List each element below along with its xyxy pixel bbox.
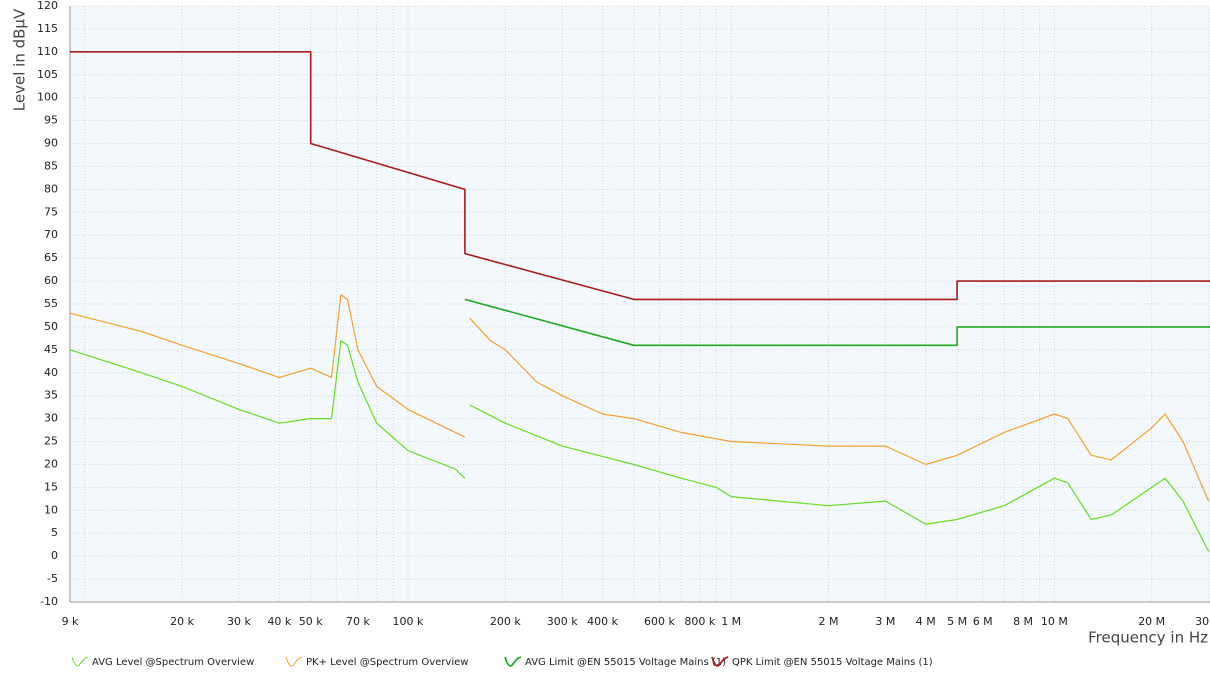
- y-tick-label: 30: [44, 412, 58, 425]
- x-tick-label: 400 k: [587, 615, 618, 628]
- x-tick-label: 5 M: [947, 615, 967, 628]
- legend-swatch: [504, 656, 522, 667]
- x-tick-label: 800 k: [684, 615, 715, 628]
- x-tick-label: 100 k: [393, 615, 424, 628]
- y-tick-label: 35: [44, 389, 58, 402]
- y-tick-label: 15: [44, 480, 58, 493]
- y-tick-label: 0: [51, 549, 58, 562]
- x-tick-label: 4 M: [916, 615, 936, 628]
- legend-swatch: [711, 656, 729, 667]
- x-tick-label: 9 k: [62, 615, 79, 628]
- y-tick-label: 40: [44, 366, 58, 379]
- x-tick-label: 20 k: [170, 615, 194, 628]
- y-tick-label: 45: [44, 343, 58, 356]
- x-tick-label: 70 k: [346, 615, 370, 628]
- x-tick-label: 30 k: [227, 615, 251, 628]
- y-tick-label: -10: [40, 595, 58, 608]
- y-tick-label: 65: [44, 251, 58, 264]
- x-tick-label: 20 M: [1138, 615, 1165, 628]
- y-tick-label: 80: [44, 182, 58, 195]
- legend-label: AVG Level @Spectrum Overview: [92, 657, 254, 668]
- x-tick-label: 40 k: [267, 615, 291, 628]
- x-tick-label: 1 M: [721, 615, 741, 628]
- y-tick-label: 60: [44, 274, 58, 287]
- y-tick-label: 115: [37, 22, 58, 35]
- x-axis-label: Frequency in Hz: [1088, 629, 1208, 647]
- y-tick-label: 100: [37, 91, 58, 104]
- legend-swatch: [285, 656, 303, 667]
- x-tick-label: 300 k: [547, 615, 578, 628]
- y-tick-label: -5: [47, 572, 58, 585]
- y-tick-label: 110: [37, 45, 58, 58]
- y-tick-label: 55: [44, 297, 58, 310]
- x-tick-label: 8 M: [1013, 615, 1033, 628]
- y-tick-label: 95: [44, 114, 58, 127]
- y-tick-label: 10: [44, 503, 58, 516]
- y-tick-label: 70: [44, 228, 58, 241]
- y-tick-label: 75: [44, 205, 58, 218]
- legend-label: QPK Limit @EN 55015 Voltage Mains (1): [732, 657, 933, 668]
- x-tick-label: 30 M: [1195, 615, 1210, 628]
- y-tick-label: 120: [37, 0, 58, 12]
- y-tick-label: 20: [44, 457, 58, 470]
- x-tick-label: 3 M: [875, 615, 895, 628]
- y-tick-label: 105: [37, 68, 58, 81]
- y-tick-label: 25: [44, 435, 58, 448]
- y-tick-label: 50: [44, 320, 58, 333]
- legend-swatch: [71, 656, 89, 667]
- y-tick-label: 5: [51, 526, 58, 539]
- x-tick-label: 10 M: [1041, 615, 1068, 628]
- legend-label: PK+ Level @Spectrum Overview: [306, 657, 468, 668]
- x-tick-label: 600 k: [644, 615, 675, 628]
- legend-label: AVG Limit @EN 55015 Voltage Mains (1): [525, 657, 726, 668]
- x-tick-label: 2 M: [818, 615, 838, 628]
- y-axis-label: Level in dBµV: [11, 8, 29, 111]
- x-tick-label: 50 k: [299, 615, 323, 628]
- x-tick-label: 6 M: [973, 615, 993, 628]
- series-line: [69, 294, 1210, 502]
- y-tick-label: 90: [44, 137, 58, 150]
- series-line: [69, 340, 1210, 552]
- y-tick-label: 85: [44, 159, 58, 172]
- series-line: [70, 51, 1210, 301]
- series-line: [464, 298, 1210, 347]
- x-tick-label: 200 k: [490, 615, 521, 628]
